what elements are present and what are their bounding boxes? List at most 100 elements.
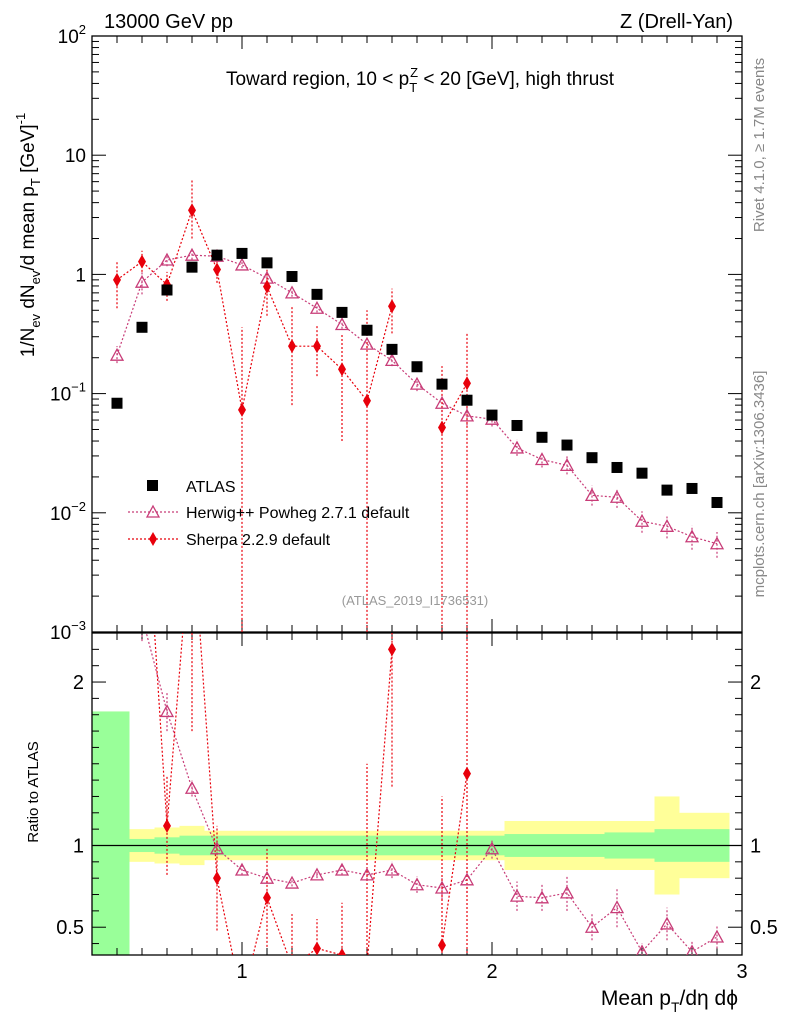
sherpa-ratio-point [288,959,296,973]
ratio-y-axis-label: Ratio to ATLAS [25,741,42,842]
atlas-point [586,452,598,464]
sherpa-line [116,208,468,428]
atlas-point [536,431,548,443]
herwig-point [584,488,600,502]
sherpa-ratio-point [438,938,446,953]
ratio-plot-frame [91,632,743,956]
atlas-point [611,461,623,473]
main-y-tick-label: 10−2 [50,499,86,525]
herwig-point [159,252,175,266]
atlas-point [411,361,423,373]
sherpa-ratio-point [338,948,346,955]
herwig-ratio-point [609,900,625,914]
herwig-ratio-point [209,841,225,855]
ratio-y-tick-label: 0.5 [56,917,84,939]
x-tick-label: 3 [736,961,747,983]
ratio-uncertainty-bands [92,711,742,955]
sherpa-point [238,402,246,417]
sherpa-ratio-point [238,994,246,1008]
atlas-point [561,439,573,451]
x-axis-label: Mean pT/dη dϕ [601,987,738,1015]
herwig-ratio-point [284,875,300,889]
atlas-point [161,284,173,296]
main-y-tick-label: 1 [75,265,86,286]
herwig-ratio-point [234,862,250,876]
herwig-ratio-point [659,916,675,930]
legend-label-sherpa: Sherpa 2.2.9 default [186,532,331,549]
herwig-ratio-line [145,633,718,953]
herwig-ratio-point [709,929,725,943]
atlas-point [661,484,673,496]
herwig-point [509,440,525,454]
ratio-band-stat [92,711,130,955]
herwig-point [559,458,575,472]
atlas-point [111,397,123,409]
sherpa-ratio-point [388,642,396,657]
x-tick-label: 1 [236,961,247,983]
herwig-ratio-point [459,872,475,886]
herwig-point [409,376,425,390]
atlas-point [211,249,223,261]
sherpa-point [188,203,196,218]
herwig-ratio-point [559,885,575,899]
atlas-point [686,482,698,494]
herwig-ratio-point [409,877,425,891]
atlas-point [261,257,273,269]
ratio-plot-data [111,594,725,1008]
herwig-ratio-point [584,919,600,933]
chart-title: Toward region, 10 < pTZ < 20 [GeV], high… [226,65,615,95]
herwig-point [134,274,150,288]
herwig-ratio-point [484,841,500,855]
legend-marker-atlas [147,480,158,491]
atlas-point [486,409,498,421]
herwig-ratio-point [259,870,275,884]
legend-label-herwig: Herwig++ Powheg 2.7.1 default [186,505,410,522]
ratio-y-tick-label-right: 2 [750,672,761,694]
sherpa-point [438,420,446,435]
atlas-point [286,271,298,283]
sherpa-point [313,339,321,354]
atlas-point [236,247,248,259]
sherpa-point [388,299,396,314]
sherpa-ratio-point [163,818,171,833]
atlas-point [461,394,473,406]
ratio-y-tick-label: 2 [73,672,84,694]
herwig-ratio-point [159,704,175,718]
legend-marker-herwig [145,504,161,518]
herwig-ratio-point [184,780,200,794]
sherpa-point [138,254,146,269]
main-y-tick-label: 10 [65,146,86,167]
herwig-ratio-point [111,594,123,605]
main-y-axis-label: 1/Nev dNev/d mean pT [GeV]-1 [13,113,43,358]
ratio-y-tick-label: 1 [73,835,84,857]
atlas-point [636,467,648,479]
herwig-point [659,518,675,532]
atlas-point [136,321,148,333]
herwig-point [109,347,125,361]
herwig-point [434,395,450,409]
header-process-label: Z (Drell-Yan) [620,11,733,33]
herwig-ratio-point [136,611,148,622]
legend-label-atlas: ATLAS [186,479,236,496]
atlas-point [511,419,523,431]
main-y-tick-label: 10−3 [50,618,86,644]
sherpa-point [213,262,221,277]
herwig-ratio-point [334,862,350,876]
herwig-ratio-point [384,862,400,876]
ratio-y-tick-label-right: 1 [750,835,761,857]
sherpa-ratio-line [154,633,468,955]
sherpa-ratio-point [313,941,321,955]
herwig-ratio-point [636,944,648,955]
herwig-point [534,452,550,466]
main-y-tick-label: 102 [58,22,86,48]
main-plot-data [109,179,725,632]
legend: ATLAS Herwig++ Powheg 2.7.1 default Sher… [128,479,410,549]
atlas-point [711,497,723,509]
sherpa-point [338,362,346,377]
sherpa-point [113,272,121,287]
herwig-ratio-point [509,888,525,902]
herwig-point [684,529,700,543]
atlas-point [311,288,323,300]
x-tick-label: 2 [486,961,497,983]
